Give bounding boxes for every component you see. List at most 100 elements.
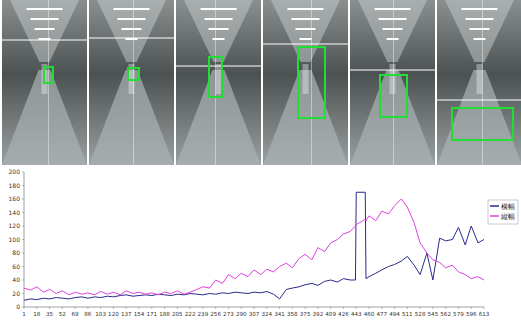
x-tick-label: 103 — [95, 311, 106, 317]
photo-bg — [437, 0, 521, 165]
ceiling-light — [118, 18, 146, 20]
reflection — [303, 64, 309, 94]
guide-line — [87, 38, 174, 39]
x-tick-label: 358 — [287, 311, 298, 317]
series-line — [24, 192, 484, 300]
y-tick-label: 140 — [9, 209, 21, 216]
x-tick-label: 613 — [479, 311, 490, 317]
photo-frame — [0, 0, 87, 165]
x-tick-label: 460 — [364, 311, 375, 317]
x-tick-label: 307 — [249, 311, 260, 317]
ceiling-light — [209, 28, 229, 30]
tracking-box — [209, 57, 222, 97]
ceiling-light — [379, 18, 407, 20]
series-line — [24, 199, 484, 295]
legend-swatch — [490, 215, 499, 217]
photo-frame — [262, 0, 349, 165]
guide-line — [0, 40, 87, 41]
x-tick-label: 443 — [351, 311, 362, 317]
tracking-box — [298, 47, 325, 118]
y-axis — [24, 172, 25, 307]
ceiling-light — [201, 8, 237, 10]
x-tick-label: 511 — [402, 311, 413, 317]
figure: 0204060801001201401601802001183552698610… — [0, 0, 521, 320]
guide-line — [311, 0, 312, 165]
x-tick-label: 426 — [338, 311, 349, 317]
ceiling — [97, 0, 166, 62]
guide-line — [436, 100, 521, 101]
photo-frame — [87, 0, 174, 165]
y-tick-label: 40 — [12, 276, 20, 283]
x-tick-label: 86 — [84, 311, 92, 317]
reflection — [390, 64, 396, 94]
x-tick-label: 205 — [172, 311, 183, 317]
x-tick-label: 545 — [428, 311, 439, 317]
tracking-box — [44, 67, 53, 83]
x-tick-label: 273 — [223, 311, 234, 317]
y-tick-label: 20 — [12, 290, 20, 297]
guide-line — [349, 70, 436, 71]
reflection — [216, 64, 222, 94]
ceiling-light — [462, 8, 498, 10]
photo-bg — [2, 0, 87, 165]
ceiling-light — [205, 18, 233, 20]
y-tick-label: 80 — [12, 249, 20, 256]
plot-area — [24, 192, 484, 300]
x-tick-label: 137 — [121, 311, 132, 317]
photo-bg — [89, 0, 174, 165]
ceiling-light — [213, 38, 225, 40]
ceiling-light — [296, 28, 316, 30]
ceiling-light — [114, 8, 150, 10]
ceiling-light — [375, 8, 411, 10]
y-tick-label: 180 — [9, 182, 21, 189]
photo-strip — [0, 0, 521, 165]
x-tick-label: 239 — [198, 311, 209, 317]
y-tick-label: 60 — [12, 263, 20, 270]
ceiling-light — [288, 8, 324, 10]
x-tick-label: 18 — [33, 311, 41, 317]
x-tick-label: 494 — [389, 311, 400, 317]
ceiling-light — [474, 38, 486, 40]
ceiling-light — [387, 38, 399, 40]
x-tick-label: 596 — [466, 311, 477, 317]
ceiling — [358, 0, 427, 62]
x-tick-label: 256 — [210, 311, 221, 317]
ceiling-light — [466, 18, 494, 20]
x-tick-label: 290 — [236, 311, 247, 317]
x-tick-label: 52 — [59, 311, 66, 317]
ceiling — [445, 0, 514, 62]
ceiling-light — [122, 28, 142, 30]
chart: 0204060801001201401601802001183552698610… — [0, 167, 521, 320]
photo-bg — [263, 0, 348, 165]
ceiling-light — [383, 28, 403, 30]
ceiling-light — [35, 28, 55, 30]
x-tick-label: 188 — [159, 311, 170, 317]
x-tick-label: 528 — [415, 311, 426, 317]
legend-box — [488, 200, 518, 224]
x-tick-label: 392 — [313, 311, 324, 317]
photo-frame — [436, 0, 521, 165]
x-tick-label: 120 — [108, 311, 119, 317]
photo-bg — [350, 0, 435, 165]
ceiling — [10, 0, 79, 62]
y-tick-label: 0 — [16, 303, 20, 310]
y-tick-label: 100 — [9, 236, 21, 243]
x-tick-label: 35 — [46, 311, 54, 317]
tracking-box — [380, 75, 407, 117]
guide-line — [262, 44, 349, 45]
x-axis — [24, 307, 484, 308]
x-tick-label: 375 — [300, 311, 311, 317]
guide-line — [175, 66, 262, 67]
x-tick-label: 69 — [72, 311, 80, 317]
legend-label: 縦幅 — [500, 213, 515, 221]
chart-bg — [0, 167, 521, 320]
reflection — [477, 64, 483, 94]
legend-label: 横幅 — [501, 203, 515, 211]
guide-line — [133, 0, 134, 165]
x-tick-label: 154 — [134, 311, 145, 317]
legend-swatch — [490, 205, 499, 207]
y-tick-label: 160 — [9, 195, 21, 202]
ceiling-light — [292, 18, 320, 20]
x-tick-label: 477 — [376, 311, 387, 317]
tracking-box — [128, 68, 139, 80]
